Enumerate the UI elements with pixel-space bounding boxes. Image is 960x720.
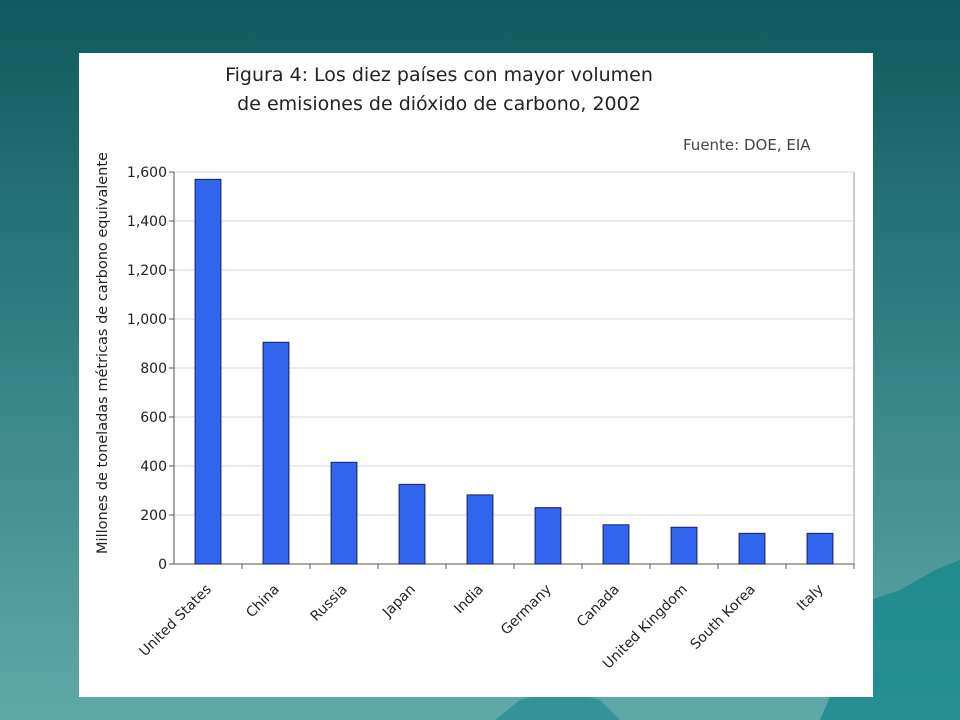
bar-4 xyxy=(466,494,494,565)
x-category-label: China xyxy=(243,582,283,622)
chart-title-line-2: de emisiones de dióxido de carbono, 2002 xyxy=(237,93,641,115)
x-category-label: Italy xyxy=(794,582,827,615)
y-tick-label: 1,000 xyxy=(127,312,167,328)
y-tick-label: 600 xyxy=(140,410,167,426)
x-category-label: Russia xyxy=(308,582,351,625)
y-tick-label: 400 xyxy=(140,459,167,475)
chart-title: Figura 4: Los diez países con mayor volu… xyxy=(79,61,799,119)
bar-9 xyxy=(806,532,834,565)
bar-6 xyxy=(602,524,630,565)
x-category-label: Canada xyxy=(574,582,623,631)
x-category-label: United States xyxy=(136,582,214,660)
bar-2 xyxy=(330,461,358,565)
x-category-label: Germany xyxy=(498,582,555,639)
bar-7 xyxy=(670,526,698,565)
bar-8 xyxy=(738,532,766,565)
chart-card: Figura 4: Los diez países con mayor volu… xyxy=(79,53,873,697)
chart-source: Fuente: DOE, EIA xyxy=(683,136,811,154)
y-tick-label: 800 xyxy=(140,361,167,377)
y-tick-label: 1,400 xyxy=(127,214,167,230)
bar-1 xyxy=(262,341,290,565)
y-tick-label: 0 xyxy=(158,557,167,573)
x-category-label: India xyxy=(451,582,487,618)
y-tick-label: 1,600 xyxy=(127,165,167,181)
bar-3 xyxy=(398,483,426,565)
y-tick-label: 1,200 xyxy=(127,263,167,279)
y-tick-label: 200 xyxy=(140,508,167,524)
decorative-shape-bottom xyxy=(495,690,620,720)
bar-chart: 0 200 400 600 800 1,000 1,200 1,400 1,600 United … xyxy=(127,165,855,672)
x-category-label: Japan xyxy=(379,582,419,622)
chart-title-line-1: Figura 4: Los diez países con mayor volu… xyxy=(225,64,653,86)
bar-0 xyxy=(194,178,222,565)
bar-5 xyxy=(534,507,562,565)
x-category-label: South Korea xyxy=(688,582,759,653)
